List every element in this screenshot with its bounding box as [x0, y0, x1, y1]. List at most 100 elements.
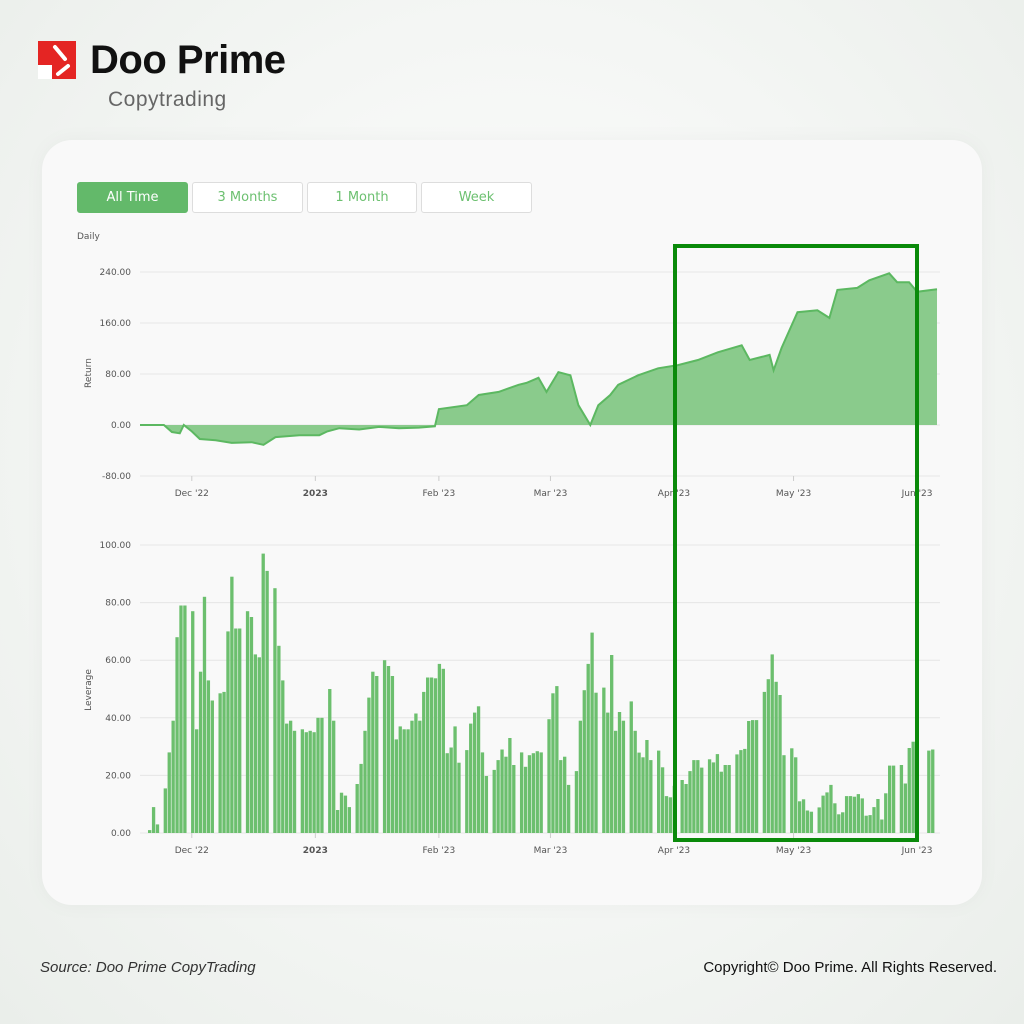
leverage-bar — [155, 824, 160, 833]
leverage-bar — [848, 796, 853, 833]
tab-week[interactable]: Week — [421, 182, 532, 213]
tab-all-time[interactable]: All Time — [77, 182, 188, 213]
leverage-bar — [359, 763, 363, 833]
leverage-bar — [234, 628, 238, 833]
leverage-bar — [183, 605, 187, 833]
leverage-bar — [907, 748, 911, 833]
leverage-bar — [422, 691, 426, 833]
x-tick-label: Dec '22 — [175, 489, 209, 499]
leverage-bar — [453, 726, 457, 833]
leverage-bar — [700, 767, 704, 833]
leverage-bar — [390, 676, 395, 833]
leverage-bar — [382, 660, 387, 833]
leverage-bar — [469, 723, 473, 833]
leverage-bar — [245, 611, 250, 833]
leverage-bar — [884, 793, 888, 833]
leverage-bar — [535, 751, 539, 833]
leverage-bar — [304, 732, 308, 833]
leverage-bar — [621, 720, 626, 833]
leverage-bar — [559, 760, 563, 833]
leverage-bar — [257, 657, 261, 833]
leverage-bar — [222, 691, 226, 833]
leverage-bar — [860, 798, 864, 833]
leverage-bar — [194, 729, 199, 833]
leverage-bar — [402, 729, 406, 833]
highlight-box — [673, 244, 919, 842]
leverage-bar — [445, 753, 449, 833]
y-tick-label: 20.00 — [105, 771, 131, 781]
leverage-bar — [594, 692, 598, 833]
leverage-bar — [797, 801, 802, 833]
time-range-tabs: All Time 3 Months 1 Month Week — [77, 182, 532, 213]
leverage-bar — [715, 754, 720, 833]
leverage-bar — [719, 771, 723, 833]
leverage-bar — [829, 784, 833, 833]
x-tick-label: Jun '23 — [901, 846, 933, 856]
chart-card — [42, 140, 982, 905]
leverage-bar — [328, 689, 332, 833]
leverage-bar — [856, 794, 861, 833]
tab-1-month[interactable]: 1 Month — [307, 182, 417, 213]
leverage-bar — [292, 730, 297, 833]
leverage-bar — [891, 765, 896, 833]
leverage-bar — [523, 766, 528, 833]
leverage-bar — [355, 784, 359, 833]
leverage-bar — [735, 754, 739, 833]
leverage-bar — [429, 677, 434, 833]
leverage-bar — [555, 686, 559, 833]
leverage-bar — [347, 807, 352, 833]
copyright-note: Copyright© Doo Prime. All Rights Reserve… — [703, 959, 997, 976]
leverage-bar — [273, 588, 277, 833]
leverage-bar — [684, 784, 688, 833]
leverage-bar — [230, 576, 234, 833]
leverage-bar — [629, 701, 633, 833]
y-tick-label: 0.00 — [111, 829, 131, 839]
leverage-bar — [750, 720, 755, 833]
leverage-bar — [332, 720, 336, 833]
leverage-bar — [441, 668, 445, 833]
x-tick-label: 2023 — [303, 489, 328, 499]
leverage-bar — [707, 759, 712, 833]
leverage-bar — [927, 750, 931, 833]
leverage-bar — [414, 713, 418, 833]
leverage-bar — [202, 596, 207, 833]
leverage-bar — [578, 720, 583, 833]
x-tick-label: 2023 — [303, 846, 328, 856]
leverage-bar — [418, 720, 422, 833]
y-tick-label: 0.00 — [111, 421, 131, 431]
y-axis-label: Return — [84, 358, 94, 388]
leverage-bar — [191, 611, 195, 833]
leverage-bar — [782, 755, 786, 833]
leverage-bar — [821, 795, 825, 833]
leverage-bar — [774, 681, 778, 833]
leverage-bar — [512, 765, 516, 833]
leverage-bar — [465, 750, 469, 833]
brand-logo: Doo Prime — [38, 40, 286, 80]
leverage-bar — [680, 780, 684, 833]
leverage-bar — [531, 753, 536, 833]
leverage-bar — [809, 811, 814, 833]
leverage-bar — [692, 760, 696, 833]
leverage-bar — [179, 605, 183, 833]
leverage-bar — [743, 748, 747, 833]
leverage-bar — [253, 654, 258, 833]
leverage-bar — [688, 771, 692, 833]
leverage-bar — [723, 765, 727, 833]
leverage-bar — [739, 750, 743, 833]
leverage-bar — [339, 792, 344, 833]
return-area — [140, 273, 937, 445]
x-tick-label: Mar '23 — [534, 846, 568, 856]
leverage-bar — [754, 720, 759, 833]
x-tick-label: May '23 — [776, 846, 811, 856]
x-tick-label: Feb '23 — [423, 846, 456, 856]
tab-3-months[interactable]: 3 Months — [192, 182, 303, 213]
y-tick-label: 240.00 — [100, 268, 132, 278]
leverage-bar — [872, 807, 876, 833]
leverage-bar — [375, 676, 379, 833]
leverage-bar — [496, 760, 500, 833]
leverage-bar — [457, 762, 461, 833]
leverage-bar — [766, 679, 770, 833]
leverage-bar — [437, 663, 442, 833]
leverage-bar — [590, 632, 594, 833]
leverage-bar — [238, 628, 242, 833]
